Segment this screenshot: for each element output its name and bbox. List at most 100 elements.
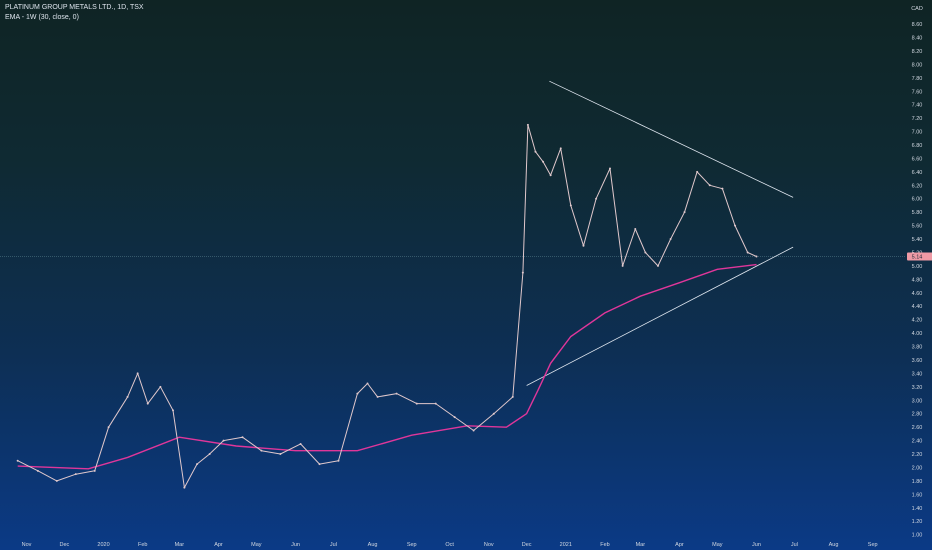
price-point	[621, 264, 624, 267]
x-tick-label: Mar	[636, 542, 646, 548]
price-point	[126, 395, 129, 398]
price-point	[196, 463, 199, 466]
price-point	[159, 385, 162, 388]
price-point	[376, 395, 379, 398]
price-point	[260, 449, 263, 452]
price-point	[208, 453, 211, 456]
price-point	[136, 372, 139, 375]
y-tick-label: 3.00	[912, 398, 923, 404]
y-tick-label: 4.00	[912, 331, 923, 337]
price-point	[696, 170, 699, 173]
x-tick-label: Jul	[330, 542, 337, 548]
chart-legend: PLATINUM GROUP METALS LTD., 1D, TSX EMA …	[5, 3, 144, 22]
y-tick-label: 8.40	[912, 36, 923, 42]
y-tick-label: 1.20	[912, 519, 923, 525]
y-tick-label: 7.20	[912, 116, 923, 122]
price-point	[74, 473, 77, 476]
y-tick-label: 6.60	[912, 156, 923, 162]
chart-title: PLATINUM GROUP METALS LTD., 1D, TSX	[5, 4, 144, 11]
x-tick-label: Sep	[407, 542, 417, 548]
y-tick-label: 5.80	[912, 210, 923, 216]
y-tick-label: 4.80	[912, 277, 923, 283]
price-point	[172, 409, 175, 412]
price-point	[656, 264, 659, 267]
last-price-badge	[907, 252, 932, 261]
y-tick-label: 7.80	[912, 76, 923, 82]
price-point	[634, 227, 637, 230]
price-point	[366, 382, 369, 385]
price-point	[534, 150, 537, 153]
price-point	[755, 255, 758, 258]
y-tick-label: 6.40	[912, 170, 923, 176]
price-point	[595, 197, 598, 200]
x-tick-label: Apr	[214, 542, 223, 548]
y-tick-label: 8.00	[912, 62, 923, 68]
price-point	[708, 184, 711, 187]
price-point	[746, 251, 749, 254]
y-tick-label: 6.80	[912, 143, 923, 149]
price-point	[36, 469, 39, 472]
y-tick-label: 2.00	[912, 465, 923, 471]
x-tick-label: Nov	[484, 542, 494, 548]
price-point	[521, 271, 524, 274]
x-tick-label: Feb	[600, 542, 609, 548]
price-point	[55, 479, 58, 482]
trendline[interactable]	[526, 246, 794, 386]
y-tick-label: 3.80	[912, 345, 923, 351]
price-point	[683, 211, 686, 214]
price-point	[511, 395, 514, 398]
x-tick-label: Oct	[445, 542, 454, 548]
y-tick-label: 5.40	[912, 237, 923, 243]
x-tick-label: Jun	[752, 542, 761, 548]
price-point	[669, 238, 672, 241]
x-tick-label: Aug	[829, 542, 839, 548]
y-tick-label: 8.20	[912, 49, 923, 55]
y-tick-label: 2.60	[912, 425, 923, 431]
x-tick-label: Jun	[291, 542, 300, 548]
price-point	[453, 416, 456, 419]
price-point	[241, 436, 244, 439]
y-tick-label: 7.40	[912, 103, 923, 109]
price-point	[582, 244, 585, 247]
x-tick-label: Nov	[22, 542, 32, 548]
currency-label: CAD	[911, 6, 923, 12]
x-tick-label: Jul	[791, 542, 798, 548]
price-point	[93, 469, 96, 472]
x-tick-label: 2020	[97, 542, 109, 548]
price-point	[146, 402, 149, 405]
y-tick-label: 5.00	[912, 264, 923, 270]
x-tick-label: Dec	[60, 542, 70, 548]
price-point	[183, 486, 186, 489]
y-tick-label: 7.60	[912, 89, 923, 95]
y-tick-label: 2.80	[912, 412, 923, 418]
price-point	[16, 459, 19, 462]
x-tick-label: Aug	[368, 542, 378, 548]
price-point	[569, 204, 572, 207]
x-tick-label: Dec	[522, 542, 532, 548]
price-point	[279, 453, 282, 456]
y-tick-label: 1.40	[912, 506, 923, 512]
price-point	[434, 402, 437, 405]
x-tick-label: 2021	[560, 542, 572, 548]
price-point	[356, 392, 359, 395]
price-point	[526, 123, 529, 126]
price-line	[17, 124, 757, 489]
price-point	[644, 251, 647, 254]
price-point	[542, 160, 545, 163]
x-tick-label: Mar	[175, 542, 185, 548]
last-price-label: 5.14	[912, 255, 923, 261]
price-point	[395, 392, 398, 395]
price-point	[559, 147, 562, 150]
y-tick-label: 2.20	[912, 452, 923, 458]
price-point	[608, 167, 611, 170]
price-point	[337, 459, 340, 462]
price-point	[721, 187, 724, 190]
y-tick-label: 4.40	[912, 304, 923, 310]
price-point	[222, 439, 225, 442]
y-tick-label: 8.60	[912, 22, 923, 28]
y-tick-label: 1.00	[912, 533, 923, 539]
trendline[interactable]	[549, 80, 794, 198]
price-point	[318, 463, 321, 466]
y-tick-label: 4.20	[912, 318, 923, 324]
